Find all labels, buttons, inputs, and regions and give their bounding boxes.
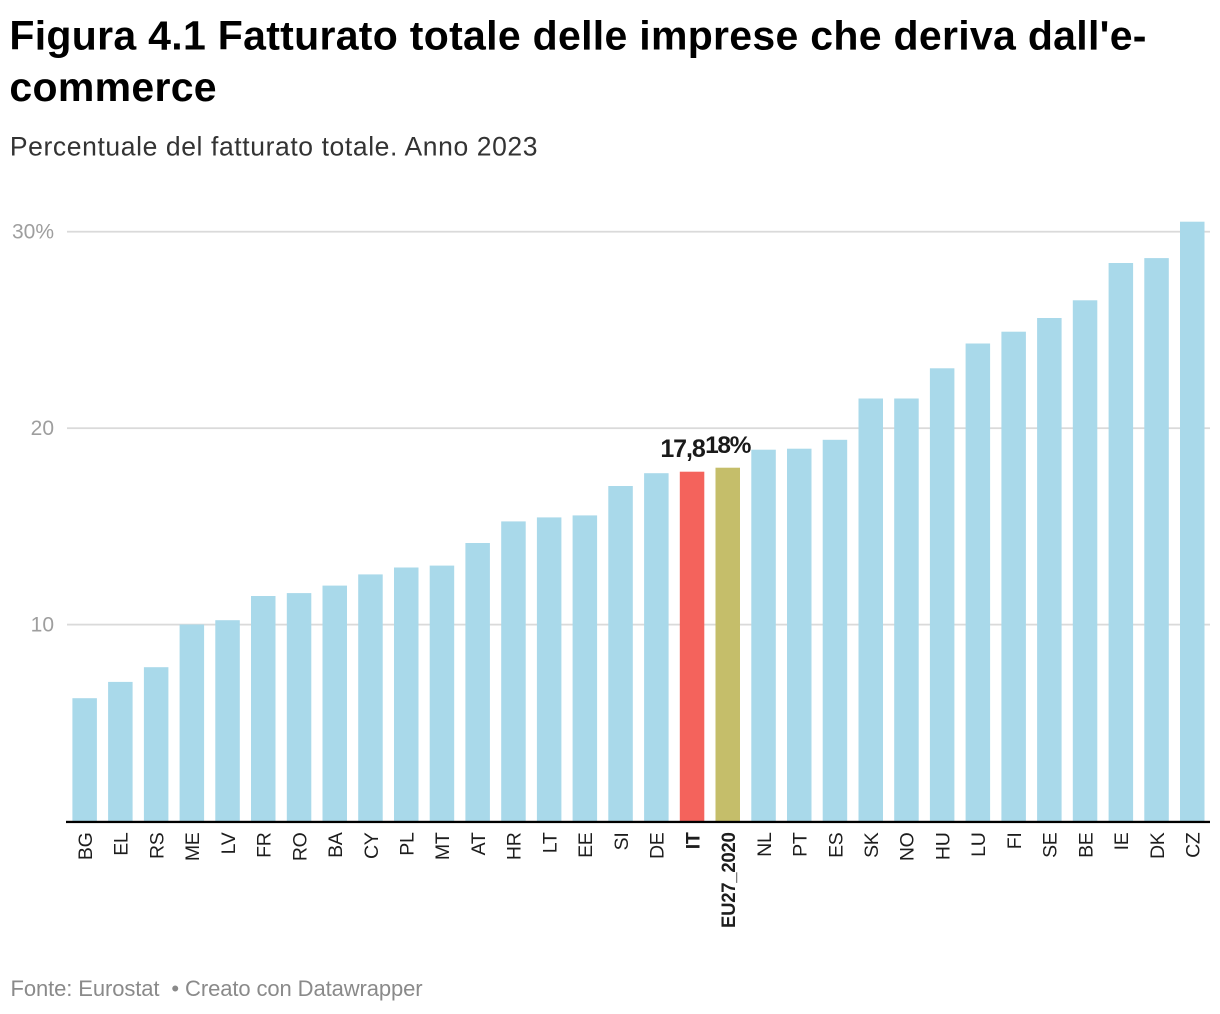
svg-text:Fonte: Eurostat • Creato con: Fonte: Eurostat • Creato con Datawrapper — [11, 976, 423, 1001]
svg-text:BE: BE — [1075, 832, 1097, 858]
svg-text:CZ: CZ — [1183, 832, 1205, 858]
svg-text:10: 10 — [31, 614, 54, 637]
svg-text:LU: LU — [968, 833, 990, 857]
svg-text:17,8: 17,8 — [660, 435, 705, 463]
svg-text:PL: PL — [397, 832, 419, 856]
svg-text:IE: IE — [1111, 832, 1133, 850]
svg-text:DK: DK — [1147, 832, 1169, 859]
svg-text:Figura 4.1 Fatturato totale de: Figura 4.1 Fatturato totale delle impres… — [9, 13, 1146, 59]
svg-text:RO: RO — [289, 832, 311, 861]
svg-text:EU27_2020: EU27_2020 — [718, 832, 740, 928]
svg-text:EL: EL — [111, 832, 133, 856]
svg-text:NO: NO — [897, 832, 919, 861]
svg-text:SK: SK — [861, 832, 883, 858]
svg-text:SE: SE — [1040, 832, 1062, 858]
svg-text:HR: HR — [504, 832, 526, 860]
svg-text:FI: FI — [1004, 833, 1026, 850]
svg-text:CY: CY — [361, 832, 383, 859]
svg-text:commerce: commerce — [9, 64, 217, 110]
svg-text:LV: LV — [218, 832, 240, 854]
svg-text:18%: 18% — [705, 432, 751, 459]
svg-text:AT: AT — [468, 832, 490, 855]
svg-text:EE: EE — [575, 832, 597, 858]
svg-text:SI: SI — [611, 833, 633, 851]
svg-text:20: 20 — [31, 417, 54, 440]
svg-text:BA: BA — [325, 832, 347, 858]
svg-text:NL: NL — [754, 832, 776, 857]
svg-text:IT: IT — [682, 832, 704, 849]
svg-text:LT: LT — [539, 832, 561, 853]
svg-text:FR: FR — [254, 832, 276, 858]
svg-text:ES: ES — [825, 832, 847, 858]
svg-text:DE: DE — [647, 832, 669, 859]
svg-text:HU: HU — [933, 833, 955, 861]
svg-text:ME: ME — [182, 832, 204, 861]
svg-text:30%: 30% — [12, 221, 54, 244]
svg-text:Percentuale del fatturato tota: Percentuale del fatturato totale. Anno 2… — [10, 132, 538, 162]
svg-text:MT: MT — [432, 832, 454, 860]
svg-text:PT: PT — [790, 832, 812, 857]
svg-text:BG: BG — [75, 833, 97, 861]
svg-text:RS: RS — [146, 832, 168, 859]
